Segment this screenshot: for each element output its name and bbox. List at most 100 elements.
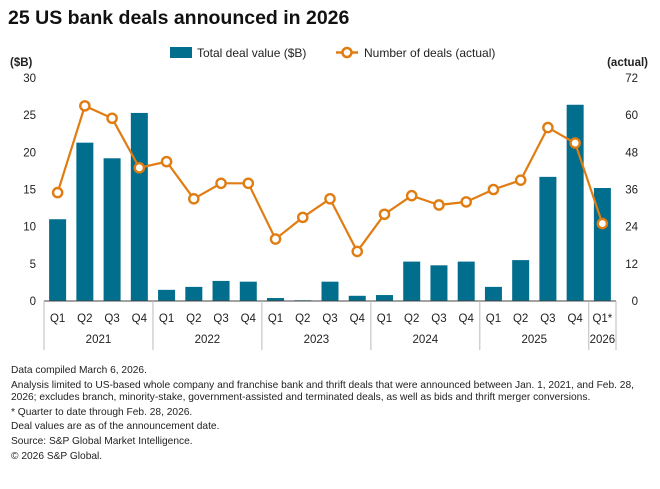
note-source: Source: S&P Global Market Intelligence. <box>11 435 193 447</box>
bar <box>512 260 530 301</box>
deals-point <box>351 245 364 258</box>
quarter-label: Q2 <box>77 313 92 325</box>
left-tick-label: 10 <box>23 222 36 234</box>
bar <box>403 261 421 301</box>
deals-point <box>324 192 336 205</box>
deals-point <box>51 186 64 199</box>
deals-point <box>160 155 173 168</box>
quarter-label: Q3 <box>540 313 555 325</box>
deals-point <box>460 196 472 208</box>
chart-title: 25 US bank deals announced in 2026 <box>8 7 350 29</box>
deals-point <box>106 112 118 125</box>
bar <box>348 295 366 301</box>
legend-bar-swatch <box>170 47 192 58</box>
year-label: 2026 <box>590 334 616 346</box>
left-tick-label: 30 <box>23 73 36 85</box>
note-copyright: © 2026 S&P Global. <box>11 450 103 462</box>
deals-point <box>79 100 91 112</box>
chart-notes: Data compiled March 6, 2026. Analysis li… <box>11 365 656 465</box>
quarter-label: Q2 <box>404 313 419 325</box>
deals-point <box>188 192 200 205</box>
deals-point <box>542 121 554 134</box>
deals-chart: Total deal value ($B) Number of deals (a… <box>10 46 648 350</box>
quarter-label: Q1 <box>377 313 392 325</box>
bar <box>457 261 475 301</box>
legend-bar-label: Total deal value ($B) <box>197 46 306 60</box>
bar <box>267 298 285 301</box>
bar <box>321 281 339 301</box>
year-label: 2021 <box>86 334 112 346</box>
bar <box>76 142 94 301</box>
quarter-label: Q1 <box>50 313 65 325</box>
deals-point <box>569 137 581 149</box>
deals-point <box>133 162 146 174</box>
right-tick-label: 36 <box>625 185 638 197</box>
bar <box>430 265 448 301</box>
left-tick-label: 5 <box>30 259 36 271</box>
quarter-label: Q2 <box>186 313 201 325</box>
deals-point <box>296 211 309 224</box>
quarter-label: Q4 <box>132 313 148 325</box>
bar-series <box>49 104 611 301</box>
note-quarter-to-date: * Quarter to date through Feb. 28, 2026. <box>11 406 193 418</box>
quarter-label: Q1 <box>486 313 501 325</box>
quarter-label: Q1* <box>592 313 612 325</box>
deals-point <box>487 183 500 196</box>
quarter-label: Q4 <box>241 313 257 325</box>
bar <box>484 286 502 301</box>
left-tick-label: 0 <box>30 296 36 308</box>
legend-line-label: Number of deals (actual) <box>364 46 495 60</box>
year-label: 2023 <box>304 334 330 346</box>
quarter-label: Q3 <box>104 313 119 325</box>
left-axis: 0 5 10 15 20 25 30 <box>23 73 36 308</box>
bar <box>593 188 611 301</box>
year-label: 2022 <box>195 334 221 346</box>
bar <box>49 219 67 301</box>
right-axis: 0 12 24 36 48 60 72 <box>625 73 638 308</box>
quarter-label: Q3 <box>213 313 228 325</box>
quarter-label: Q1 <box>159 313 174 325</box>
line-series <box>51 100 609 258</box>
quarter-label: Q3 <box>322 313 337 325</box>
quarter-label: Q4 <box>350 313 366 325</box>
bar <box>158 289 176 301</box>
deals-point <box>269 233 282 245</box>
year-label: 2024 <box>413 334 439 346</box>
right-tick-label: 72 <box>625 73 638 85</box>
right-tick-label: 24 <box>625 222 638 234</box>
quarter-label: Q4 <box>459 313 475 325</box>
quarter-label: Q1 <box>268 313 283 325</box>
deals-point <box>242 177 255 190</box>
bar <box>539 176 557 301</box>
quarter-label: Q3 <box>431 313 446 325</box>
note-analysis-scope: Analysis limited to US-based whole compa… <box>11 379 634 404</box>
left-tick-label: 15 <box>23 185 36 197</box>
x-axis: Q1 Q2 Q3 Q4 Q1 Q2 Q3 Q4 Q1 Q2 Q3 Q4 Q1 Q2 Q3 Q4 Q1 Q2 Q3 Q4… <box>43 300 617 350</box>
deals-point <box>378 208 391 221</box>
deals-point <box>405 189 418 202</box>
bar <box>103 158 121 301</box>
bar <box>566 104 584 301</box>
right-tick-label: 60 <box>625 110 638 122</box>
deals-point <box>514 174 527 187</box>
year-label: 2025 <box>521 334 547 346</box>
note-data-compiled: Data compiled March 6, 2026. <box>11 365 147 376</box>
legend-line-marker <box>341 46 353 59</box>
bar <box>130 112 148 301</box>
bar <box>375 295 393 301</box>
quarter-label: Q2 <box>513 313 528 325</box>
left-tick-label: 20 <box>23 147 36 159</box>
left-tick-label: 25 <box>23 110 36 122</box>
right-axis-label: (actual) <box>607 57 648 69</box>
right-tick-label: 12 <box>625 259 638 271</box>
deals-point <box>596 217 609 230</box>
legend: Total deal value ($B) Number of deals (a… <box>170 46 495 60</box>
right-tick-label: 0 <box>632 296 638 308</box>
quarter-label: Q2 <box>295 313 310 325</box>
note-deal-values: Deal values are as of the announcement d… <box>11 421 220 433</box>
left-axis-label: ($B) <box>10 57 33 69</box>
quarter-label: Q4 <box>567 313 583 325</box>
deals-point <box>433 199 445 211</box>
right-tick-label: 48 <box>625 147 638 159</box>
deals-point <box>215 177 227 190</box>
